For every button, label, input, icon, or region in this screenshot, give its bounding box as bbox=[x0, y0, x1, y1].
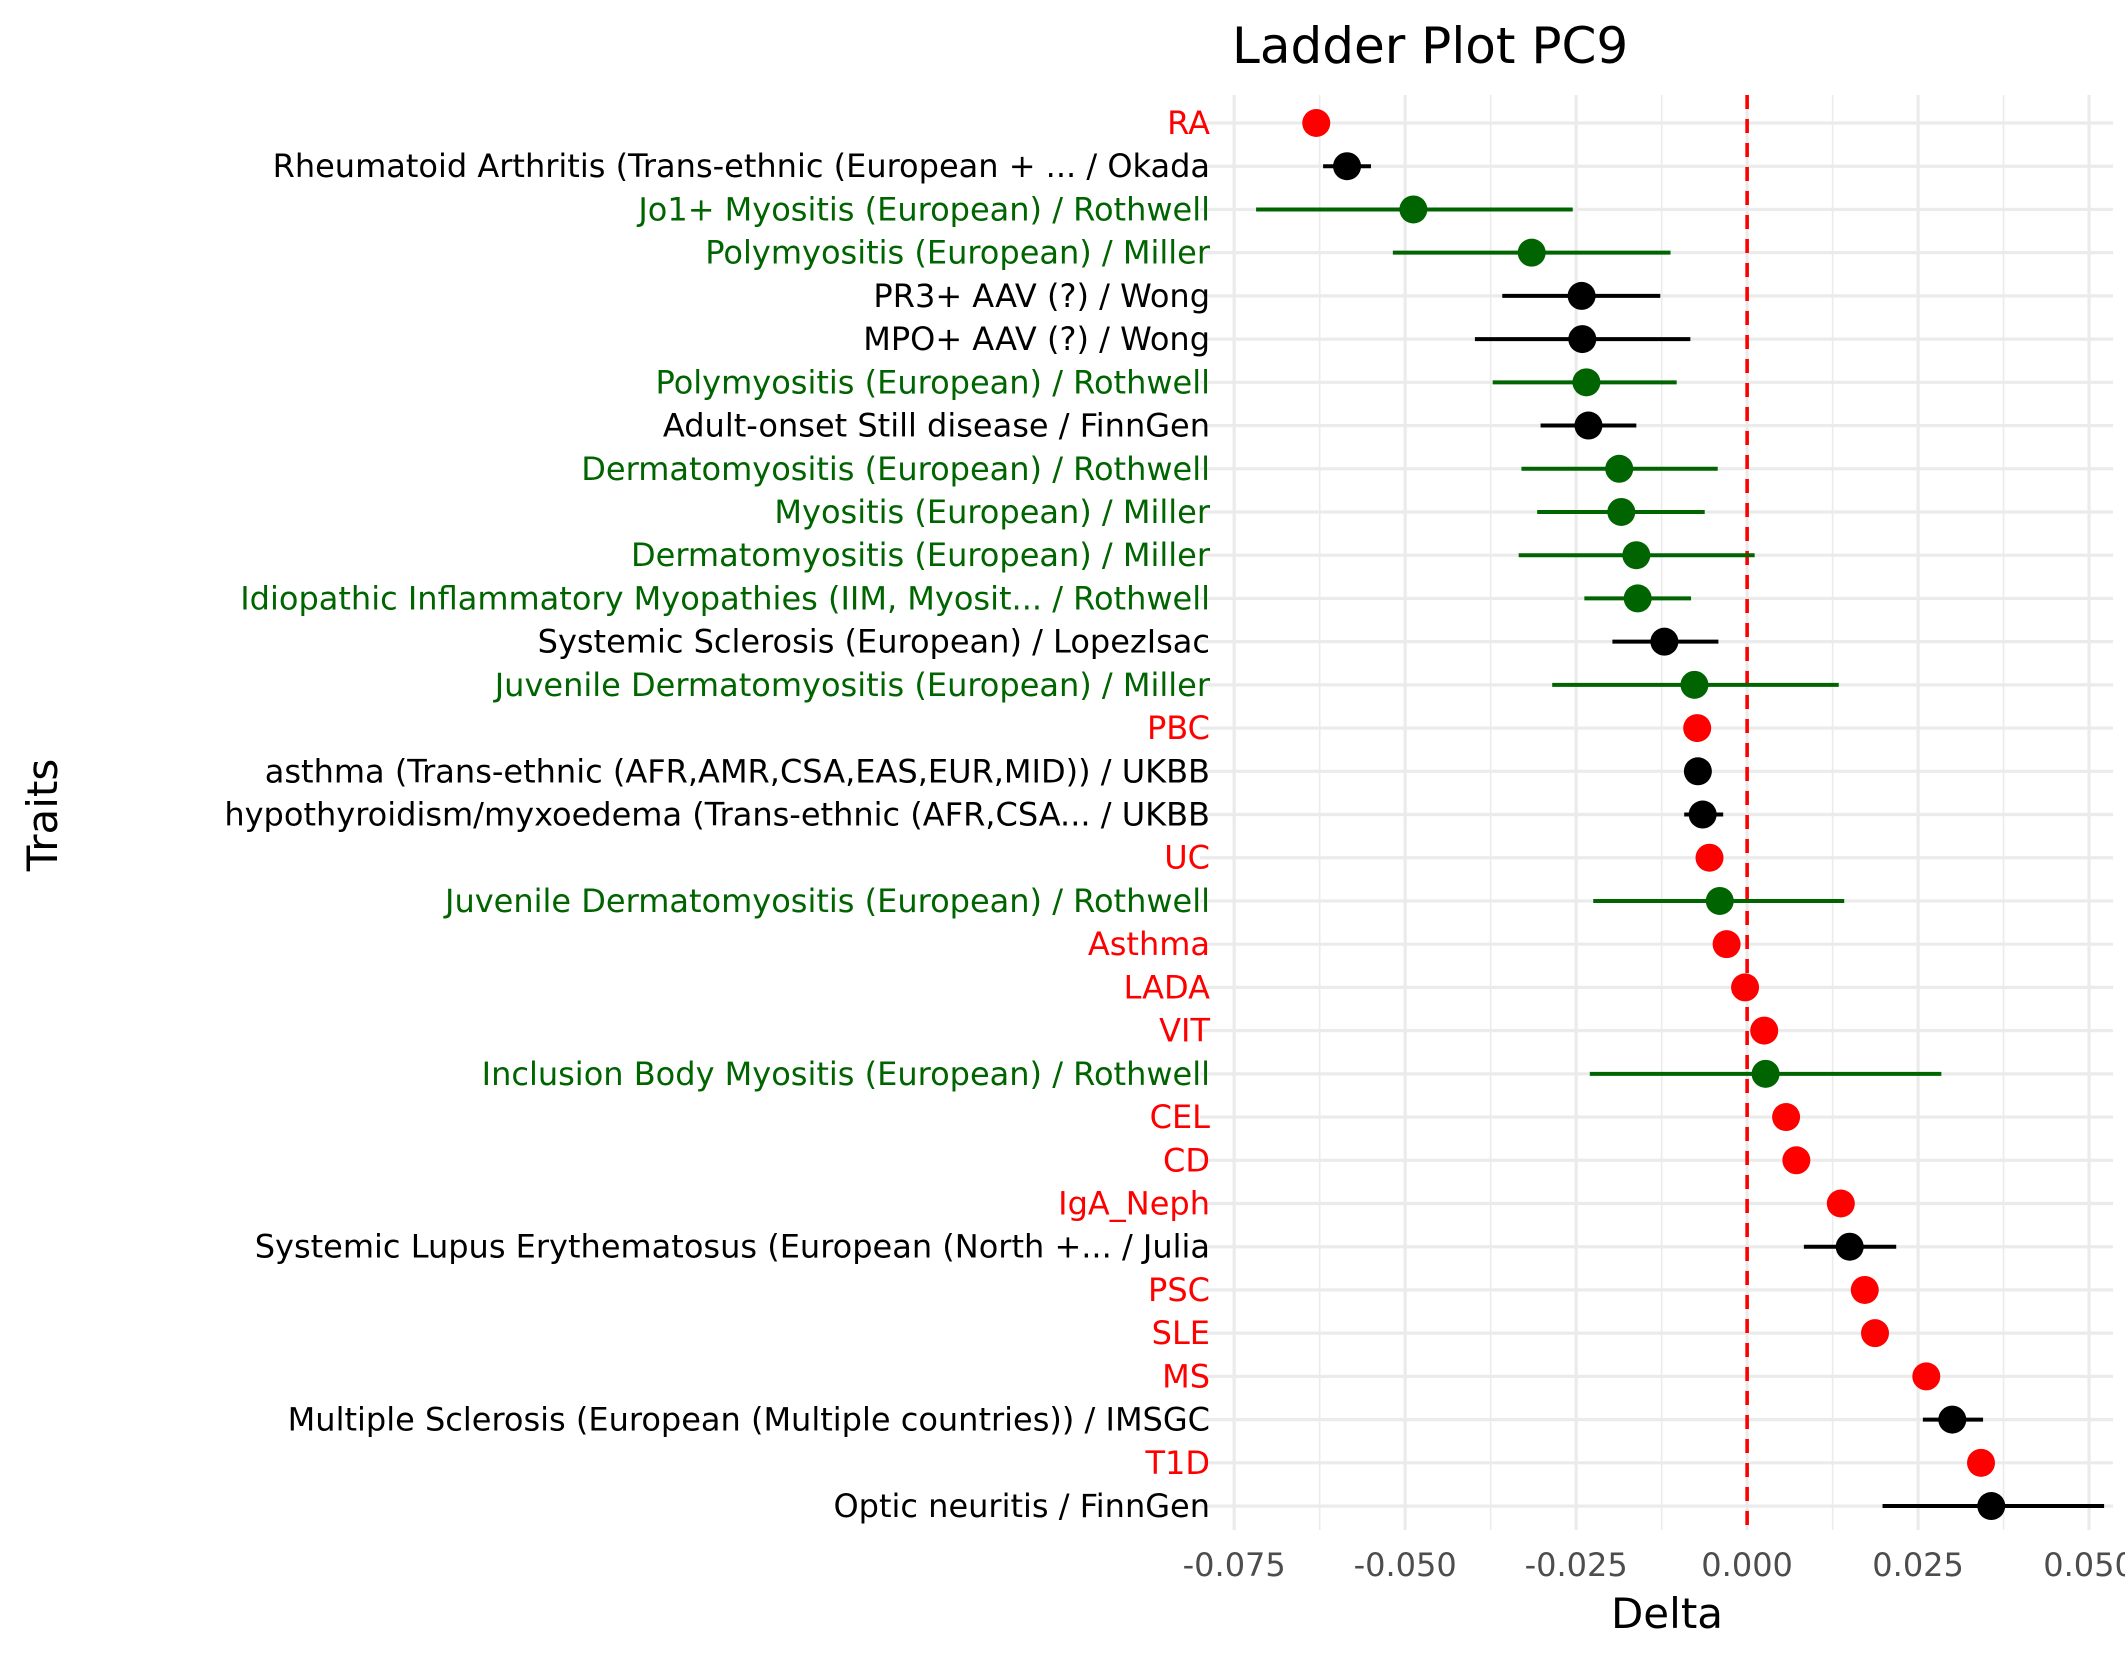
data-point bbox=[1302, 109, 1331, 137]
y-tick-label: Polymyositis (European) / Miller bbox=[705, 234, 1211, 272]
y-tick-label: Juvenile Dermatomyositis (European) / Mi… bbox=[493, 666, 1211, 704]
data-point bbox=[1607, 497, 1636, 526]
y-tick-label: Jo1+ Myositis (European) / Rothwell bbox=[636, 190, 1210, 228]
data-point bbox=[1399, 195, 1428, 224]
y-tick-label: VIT bbox=[1159, 1012, 1210, 1050]
grid bbox=[1200, 95, 2113, 1530]
x-axis-title: Delta bbox=[1611, 1589, 1723, 1638]
y-tick-label: MS bbox=[1162, 1357, 1210, 1395]
data-point bbox=[1574, 411, 1603, 440]
data-point bbox=[1826, 1189, 1855, 1218]
y-tick-label: PBC bbox=[1147, 709, 1210, 747]
x-tick-label: -0.025 bbox=[1525, 1546, 1628, 1584]
data-point bbox=[1517, 238, 1546, 267]
y-tick-label: T1D bbox=[1144, 1444, 1210, 1482]
x-tick-label: -0.050 bbox=[1354, 1546, 1457, 1584]
data-point bbox=[1912, 1362, 1941, 1391]
y-tick-label: MPO+ AAV (?) / Wong bbox=[863, 320, 1210, 358]
data-point bbox=[1683, 714, 1712, 743]
y-tick-label: Dermatomyositis (European) / Miller bbox=[631, 536, 1211, 574]
y-tick-label: asthma (Trans-ethnic (AFR,AMR,CSA,EAS,EU… bbox=[265, 752, 1210, 790]
data-series bbox=[1256, 109, 2105, 1521]
data-point bbox=[1680, 670, 1709, 699]
data-point bbox=[1782, 1146, 1811, 1175]
y-tick-labels: RA Rheumatoid Arthritis (Trans-ethnic (Eu… bbox=[224, 104, 1211, 1525]
y-tick-label: Optic neuritis / FinnGen bbox=[833, 1487, 1210, 1525]
data-point bbox=[1967, 1448, 1996, 1477]
y-tick-label: CEL bbox=[1150, 1098, 1211, 1136]
data-point bbox=[1333, 152, 1362, 181]
y-tick-label: Asthma bbox=[1088, 925, 1210, 963]
y-axis-title: Traits bbox=[18, 759, 67, 873]
y-tick-label: IgA_Neph bbox=[1058, 1185, 1210, 1223]
data-point bbox=[1977, 1492, 2006, 1521]
y-tick-label: Rheumatoid Arthritis (Trans-ethnic (Euro… bbox=[273, 147, 1210, 185]
y-tick-label: Adult-onset Still disease / FinnGen bbox=[663, 407, 1210, 445]
data-point bbox=[1650, 627, 1679, 656]
y-tick-label: Inclusion Body Myositis (European) / Rot… bbox=[482, 1055, 1210, 1093]
data-point bbox=[1938, 1405, 1967, 1434]
data-point bbox=[1688, 800, 1717, 829]
y-tick-label: CD bbox=[1163, 1141, 1210, 1179]
y-tick-label: RA bbox=[1167, 104, 1210, 142]
data-point bbox=[1750, 1016, 1779, 1045]
y-tick-label: PSC bbox=[1148, 1271, 1210, 1309]
x-tick-labels: -0.075 -0.050 -0.025 0.000 0.025 0.050 bbox=[1183, 1546, 2125, 1584]
data-point bbox=[1567, 281, 1596, 310]
y-tick-label: Polymyositis (European) / Rothwell bbox=[656, 363, 1210, 401]
data-point bbox=[1850, 1275, 1879, 1304]
data-point bbox=[1695, 843, 1724, 872]
data-point bbox=[1751, 1059, 1780, 1088]
y-tick-label: Myositis (European) / Miller bbox=[774, 493, 1210, 531]
y-tick-label: Systemic Sclerosis (European) / LopezIsa… bbox=[538, 623, 1210, 661]
data-point bbox=[1712, 930, 1741, 959]
data-point bbox=[1572, 368, 1601, 397]
chart-title: Ladder Plot PC9 bbox=[1232, 17, 1628, 75]
y-tick-label: hypothyroidism/myxoedema (Trans-ethnic (… bbox=[224, 796, 1210, 834]
data-point bbox=[1605, 454, 1634, 483]
data-point bbox=[1705, 886, 1734, 915]
data-point bbox=[1568, 325, 1597, 354]
x-tick-label: 0.025 bbox=[1872, 1546, 1964, 1584]
data-point bbox=[1622, 541, 1651, 570]
data-point bbox=[1623, 584, 1652, 613]
y-tick-label: PR3+ AAV (?) / Wong bbox=[873, 277, 1210, 315]
y-tick-label: Systemic Lupus Erythematosus (European (… bbox=[255, 1228, 1210, 1266]
y-tick-label: UC bbox=[1164, 839, 1210, 877]
y-tick-label: Juvenile Dermatomyositis (European) / Ro… bbox=[443, 882, 1210, 920]
y-tick-label: LADA bbox=[1124, 968, 1211, 1006]
y-tick-label: Idiopathic Inflammatory Myopathies (IIM,… bbox=[240, 579, 1210, 617]
x-tick-label: -0.075 bbox=[1183, 1546, 1286, 1584]
data-point bbox=[1772, 1103, 1801, 1132]
y-tick-label: SLE bbox=[1152, 1314, 1210, 1352]
x-tick-label: 0.050 bbox=[2043, 1546, 2125, 1584]
data-point bbox=[1861, 1319, 1890, 1348]
data-point bbox=[1731, 973, 1760, 1002]
data-point bbox=[1683, 757, 1712, 786]
y-tick-label: Dermatomyositis (European) / Rothwell bbox=[581, 450, 1210, 488]
x-tick-label: 0.000 bbox=[1701, 1546, 1793, 1584]
y-tick-label: Multiple Sclerosis (European (Multiple c… bbox=[288, 1401, 1210, 1439]
data-point bbox=[1835, 1232, 1864, 1261]
